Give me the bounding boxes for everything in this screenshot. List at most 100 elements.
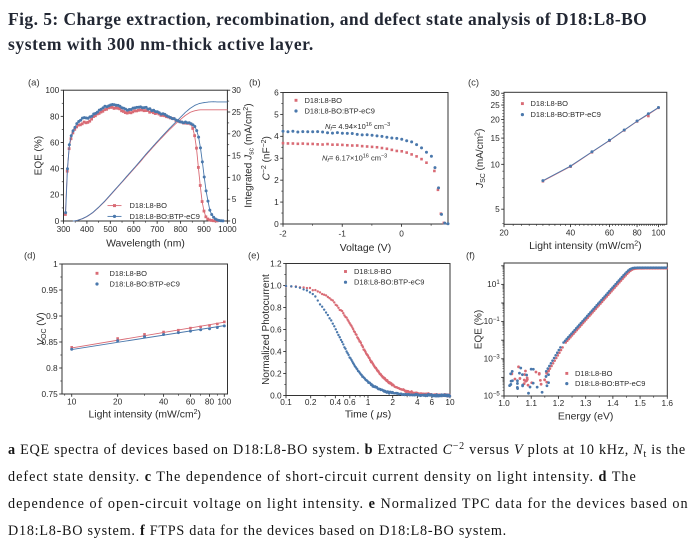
svg-text:100: 100 <box>45 85 59 95</box>
svg-text:Integrated Jsc​ (mA/cm2​): Integrated Jsc​ (mA/cm2​) <box>243 103 256 207</box>
svg-text:1.5: 1.5 <box>634 398 646 408</box>
svg-text:500: 500 <box>103 224 117 234</box>
svg-text:D18:L8-BO:BTP-eC9: D18:L8-BO:BTP-eC9 <box>354 278 424 287</box>
svg-text:101: 101 <box>487 279 500 289</box>
svg-text:30: 30 <box>232 85 242 95</box>
svg-text:D18:L8-BO:BTP-eC9: D18:L8-BO:BTP-eC9 <box>575 379 645 388</box>
svg-text:1.3: 1.3 <box>580 398 592 408</box>
svg-text:5: 5 <box>232 194 237 204</box>
svg-text:20: 20 <box>232 129 242 139</box>
svg-text:(f): (f) <box>466 251 475 262</box>
svg-text:10: 10 <box>67 397 77 407</box>
svg-text:80: 80 <box>205 397 215 407</box>
svg-text:D18:L8-BO: D18:L8-BO <box>110 269 148 278</box>
svg-text:D18:L8-BO: D18:L8-BO <box>575 369 613 378</box>
svg-text:0.85: 0.85 <box>42 337 59 347</box>
svg-text:EQE (%): EQE (%) <box>474 310 485 349</box>
svg-text:10−1: 10−1 <box>484 316 501 326</box>
svg-text:-1: -1 <box>339 228 347 238</box>
svg-text:2: 2 <box>390 397 395 407</box>
svg-text:600: 600 <box>127 224 141 234</box>
svg-text:D18:L8-BO:BTP-eC9: D18:L8-BO:BTP-eC9 <box>531 110 601 119</box>
svg-text:0.95: 0.95 <box>42 285 59 295</box>
svg-text:40: 40 <box>159 397 169 407</box>
svg-text:0.6: 0.6 <box>344 397 356 407</box>
svg-text:10: 10 <box>490 159 500 169</box>
svg-text:Voltage (V): Voltage (V) <box>340 243 391 254</box>
svg-text:1.6: 1.6 <box>662 398 674 408</box>
svg-text:Energy (eV): Energy (eV) <box>558 411 613 422</box>
svg-text:EQE (%): EQE (%) <box>34 136 45 175</box>
svg-text:100: 100 <box>217 397 231 407</box>
svg-text:800: 800 <box>174 224 188 234</box>
svg-text:60: 60 <box>50 137 60 147</box>
svg-text:3: 3 <box>274 153 279 163</box>
svg-text:Wavelength (nm): Wavelength (nm) <box>106 238 185 249</box>
svg-text:1.2: 1.2 <box>553 398 565 408</box>
svg-text:80: 80 <box>50 111 60 121</box>
svg-text:6: 6 <box>274 87 279 97</box>
svg-text:15: 15 <box>232 151 242 161</box>
svg-text:100: 100 <box>652 228 666 238</box>
svg-text:0.2: 0.2 <box>305 397 317 407</box>
svg-text:40: 40 <box>50 164 60 174</box>
svg-text:0: 0 <box>399 228 404 238</box>
svg-text:4: 4 <box>415 397 420 407</box>
svg-text:D18:L8-BO: D18:L8-BO <box>354 267 392 276</box>
svg-text:JSC​ (mA/cm2​): JSC​ (mA/cm2​) <box>475 129 488 189</box>
svg-text:0.2: 0.2 <box>270 368 282 378</box>
svg-text:1: 1 <box>53 259 58 269</box>
svg-text:0.4: 0.4 <box>330 397 342 407</box>
svg-text:10: 10 <box>232 172 242 182</box>
svg-text:60: 60 <box>605 228 615 238</box>
svg-text:0.0: 0.0 <box>270 390 282 400</box>
svg-text:C−2​ (nF−2​): C−2​ (nF−2​) <box>261 136 273 180</box>
svg-text:(b): (b) <box>249 78 261 89</box>
svg-text:(e): (e) <box>248 251 260 262</box>
svg-text:0.8: 0.8 <box>46 363 58 373</box>
svg-text:0.75: 0.75 <box>42 389 59 399</box>
svg-text:700: 700 <box>150 224 164 234</box>
svg-text:2: 2 <box>274 175 279 185</box>
svg-text:20: 20 <box>50 190 60 200</box>
svg-text:(c): (c) <box>468 78 479 89</box>
svg-text:Normalized Photocurrent: Normalized Photocurrent <box>261 274 272 385</box>
svg-text:0.9: 0.9 <box>46 311 58 321</box>
svg-text:5: 5 <box>274 109 279 119</box>
svg-text:(d): (d) <box>24 251 36 262</box>
svg-text:Time ( μs): Time ( μs) <box>345 410 391 421</box>
svg-text:900: 900 <box>197 224 211 234</box>
svg-text:Light intensity (mW/cm2​): Light intensity (mW/cm2​) <box>529 241 641 253</box>
svg-text:0: 0 <box>232 216 237 226</box>
svg-text:20: 20 <box>499 228 509 238</box>
svg-text:Light intensity (mW/cm2​): Light intensity (mW/cm2​) <box>89 409 201 421</box>
svg-text:15: 15 <box>490 133 500 143</box>
svg-text:D18:L8-BO:BTP-eC9: D18:L8-BO:BTP-eC9 <box>305 107 375 116</box>
svg-text:D18:L8-BO: D18:L8-BO <box>531 99 569 108</box>
svg-text:300: 300 <box>57 224 71 234</box>
svg-text:20: 20 <box>490 114 500 124</box>
svg-text:D18:L8-BO: D18:L8-BO <box>305 96 343 105</box>
svg-text:1: 1 <box>274 197 279 207</box>
svg-text:1.0: 1.0 <box>498 398 510 408</box>
svg-text:(a): (a) <box>28 78 40 89</box>
svg-text:25: 25 <box>490 100 500 110</box>
svg-text:4: 4 <box>274 131 279 141</box>
svg-text:25: 25 <box>232 107 242 117</box>
svg-text:20: 20 <box>113 397 123 407</box>
svg-text:80: 80 <box>632 228 642 238</box>
svg-text:400: 400 <box>80 224 94 234</box>
svg-text:0.8: 0.8 <box>270 302 282 312</box>
svg-text:0.1: 0.1 <box>280 397 292 407</box>
svg-text:VOC​ (V): VOC​ (V) <box>36 312 48 345</box>
svg-text:1: 1 <box>366 397 371 407</box>
svg-text:D18:L8-BO:BTP-eC9: D18:L8-BO:BTP-eC9 <box>130 212 200 221</box>
svg-text:1.2: 1.2 <box>270 258 282 268</box>
svg-text:D18:L8-BO: D18:L8-BO <box>130 201 168 210</box>
svg-text:D18:L8-BO:BTP-eC9: D18:L8-BO:BTP-eC9 <box>110 280 180 289</box>
svg-text:-2: -2 <box>279 228 287 238</box>
svg-text:60: 60 <box>186 397 196 407</box>
svg-text:1000: 1000 <box>218 224 237 234</box>
svg-text:30: 30 <box>490 88 500 98</box>
svg-text:6: 6 <box>429 397 434 407</box>
